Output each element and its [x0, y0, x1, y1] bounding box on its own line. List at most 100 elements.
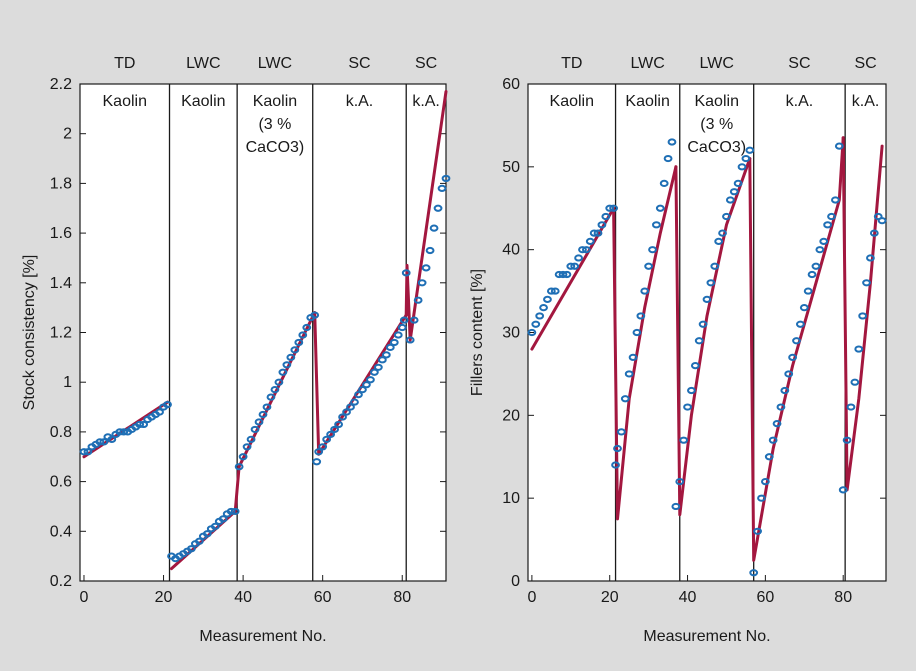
data-point — [369, 368, 379, 376]
data-point — [79, 448, 89, 456]
data-point — [218, 515, 228, 523]
section-fill-label: Kaolin — [550, 93, 594, 110]
data-point — [683, 403, 692, 411]
data-point — [531, 320, 541, 328]
x-tick-label: 20 — [155, 589, 173, 606]
data-point — [764, 453, 774, 461]
data-point — [262, 403, 272, 411]
x-tick-label: 80 — [834, 589, 852, 606]
data-point — [417, 279, 427, 287]
data-point — [399, 316, 409, 324]
data-point — [119, 428, 129, 436]
data-point — [270, 386, 280, 394]
data-point — [784, 370, 794, 378]
data-point — [675, 478, 685, 486]
data-point — [290, 346, 300, 354]
section-fill-label: CaCO3) — [687, 139, 746, 156]
data-point — [381, 351, 391, 359]
data-point — [706, 279, 716, 287]
data-point — [286, 353, 296, 361]
section-top-label: LWC — [186, 55, 220, 72]
data-point — [210, 522, 220, 530]
data-point — [593, 229, 603, 237]
section-top-label: LWC — [700, 55, 734, 72]
data-point — [535, 312, 545, 320]
data-point — [616, 428, 626, 436]
data-point — [581, 246, 591, 254]
data-point — [655, 204, 665, 212]
data-point — [846, 403, 856, 411]
data-point — [230, 507, 240, 516]
data-point — [433, 204, 443, 212]
data-point — [589, 229, 599, 237]
section-fill-label: Kaolin — [625, 93, 669, 110]
data-point — [186, 545, 196, 553]
data-point — [620, 395, 630, 403]
y-tick-label: 0 — [511, 573, 520, 590]
data-point — [597, 221, 607, 229]
data-point — [226, 507, 236, 516]
section-fill-label: CaCO3) — [246, 139, 305, 156]
data-point — [605, 204, 615, 212]
data-point — [611, 461, 620, 469]
data-point — [194, 537, 204, 545]
data-point — [737, 163, 747, 171]
data-point — [202, 530, 212, 538]
y-tick-label: 30 — [502, 325, 520, 342]
x-tick-label: 40 — [234, 589, 252, 606]
x-axis-title: Measurement No. — [199, 628, 326, 645]
y-tick-label: 1.2 — [50, 325, 72, 342]
fit-line — [841, 136, 884, 492]
chart-stock-consistency: 0.2 0.4 0.6 0.8 1 1.2 1.4 1.6 1.8 2 2.2 0 20 40 60 80 Me… — [21, 55, 451, 645]
data-point — [99, 438, 109, 446]
data-point — [827, 212, 836, 221]
data-point — [760, 478, 770, 486]
data-point — [862, 279, 871, 287]
data-point — [601, 212, 611, 221]
data-point — [842, 436, 852, 444]
data-point — [803, 287, 813, 295]
data-point — [745, 146, 755, 154]
data-point — [409, 316, 419, 324]
data-point — [698, 320, 708, 328]
data-point — [780, 386, 790, 395]
x-axis-title: Measurement No. — [643, 628, 770, 645]
data-point — [768, 436, 778, 444]
data-point — [838, 486, 848, 494]
x-tick-label: 60 — [314, 589, 332, 606]
data-point — [788, 353, 798, 361]
data-point — [799, 304, 809, 312]
section-fill-label: (3 % — [258, 116, 291, 133]
data-point — [570, 262, 580, 270]
data-point — [772, 420, 782, 428]
data-point — [574, 254, 583, 262]
data-point — [558, 270, 568, 279]
section-fill-label: k.A. — [346, 93, 374, 110]
data-point — [155, 408, 164, 416]
data-point — [274, 378, 284, 386]
y-tick-label: 60 — [502, 76, 520, 93]
data-point — [266, 393, 276, 401]
data-point — [385, 343, 395, 352]
x-tick-label: 60 — [756, 589, 774, 606]
y-tick-label: 1.8 — [50, 175, 72, 192]
data-point — [358, 386, 367, 394]
data-point — [95, 438, 105, 446]
data-point — [258, 410, 268, 419]
data-point — [823, 221, 833, 229]
data-point — [725, 196, 735, 204]
data-point — [543, 295, 552, 303]
data-point — [652, 221, 661, 229]
data-point — [877, 217, 887, 225]
data-point — [690, 362, 700, 370]
y-tick-label: 1 — [63, 374, 72, 391]
y-tick-label: 2 — [63, 126, 72, 143]
chart-fillers-content: 0 10 20 30 40 50 60 0 20 40 60 80 Measurement No. Fil… — [469, 55, 887, 645]
x-tick-label: 80 — [393, 589, 411, 606]
data-point — [753, 527, 762, 535]
data-point — [850, 378, 860, 386]
data-point — [636, 312, 646, 320]
data-point — [831, 196, 840, 204]
x-tick-label: 0 — [80, 589, 89, 606]
